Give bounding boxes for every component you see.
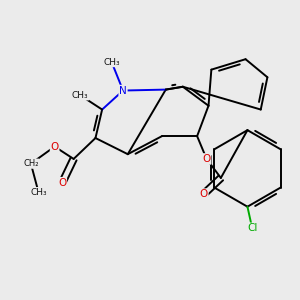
Text: O: O — [200, 189, 208, 199]
Text: N: N — [119, 85, 127, 95]
Text: O: O — [50, 142, 59, 152]
Text: CH₂: CH₂ — [23, 159, 39, 168]
Text: O: O — [202, 154, 211, 164]
Text: CH₃: CH₃ — [72, 91, 88, 100]
Text: Cl: Cl — [247, 223, 257, 233]
Text: CH₃: CH₃ — [30, 188, 47, 197]
Text: O: O — [58, 178, 66, 188]
Text: CH₃: CH₃ — [103, 58, 120, 67]
